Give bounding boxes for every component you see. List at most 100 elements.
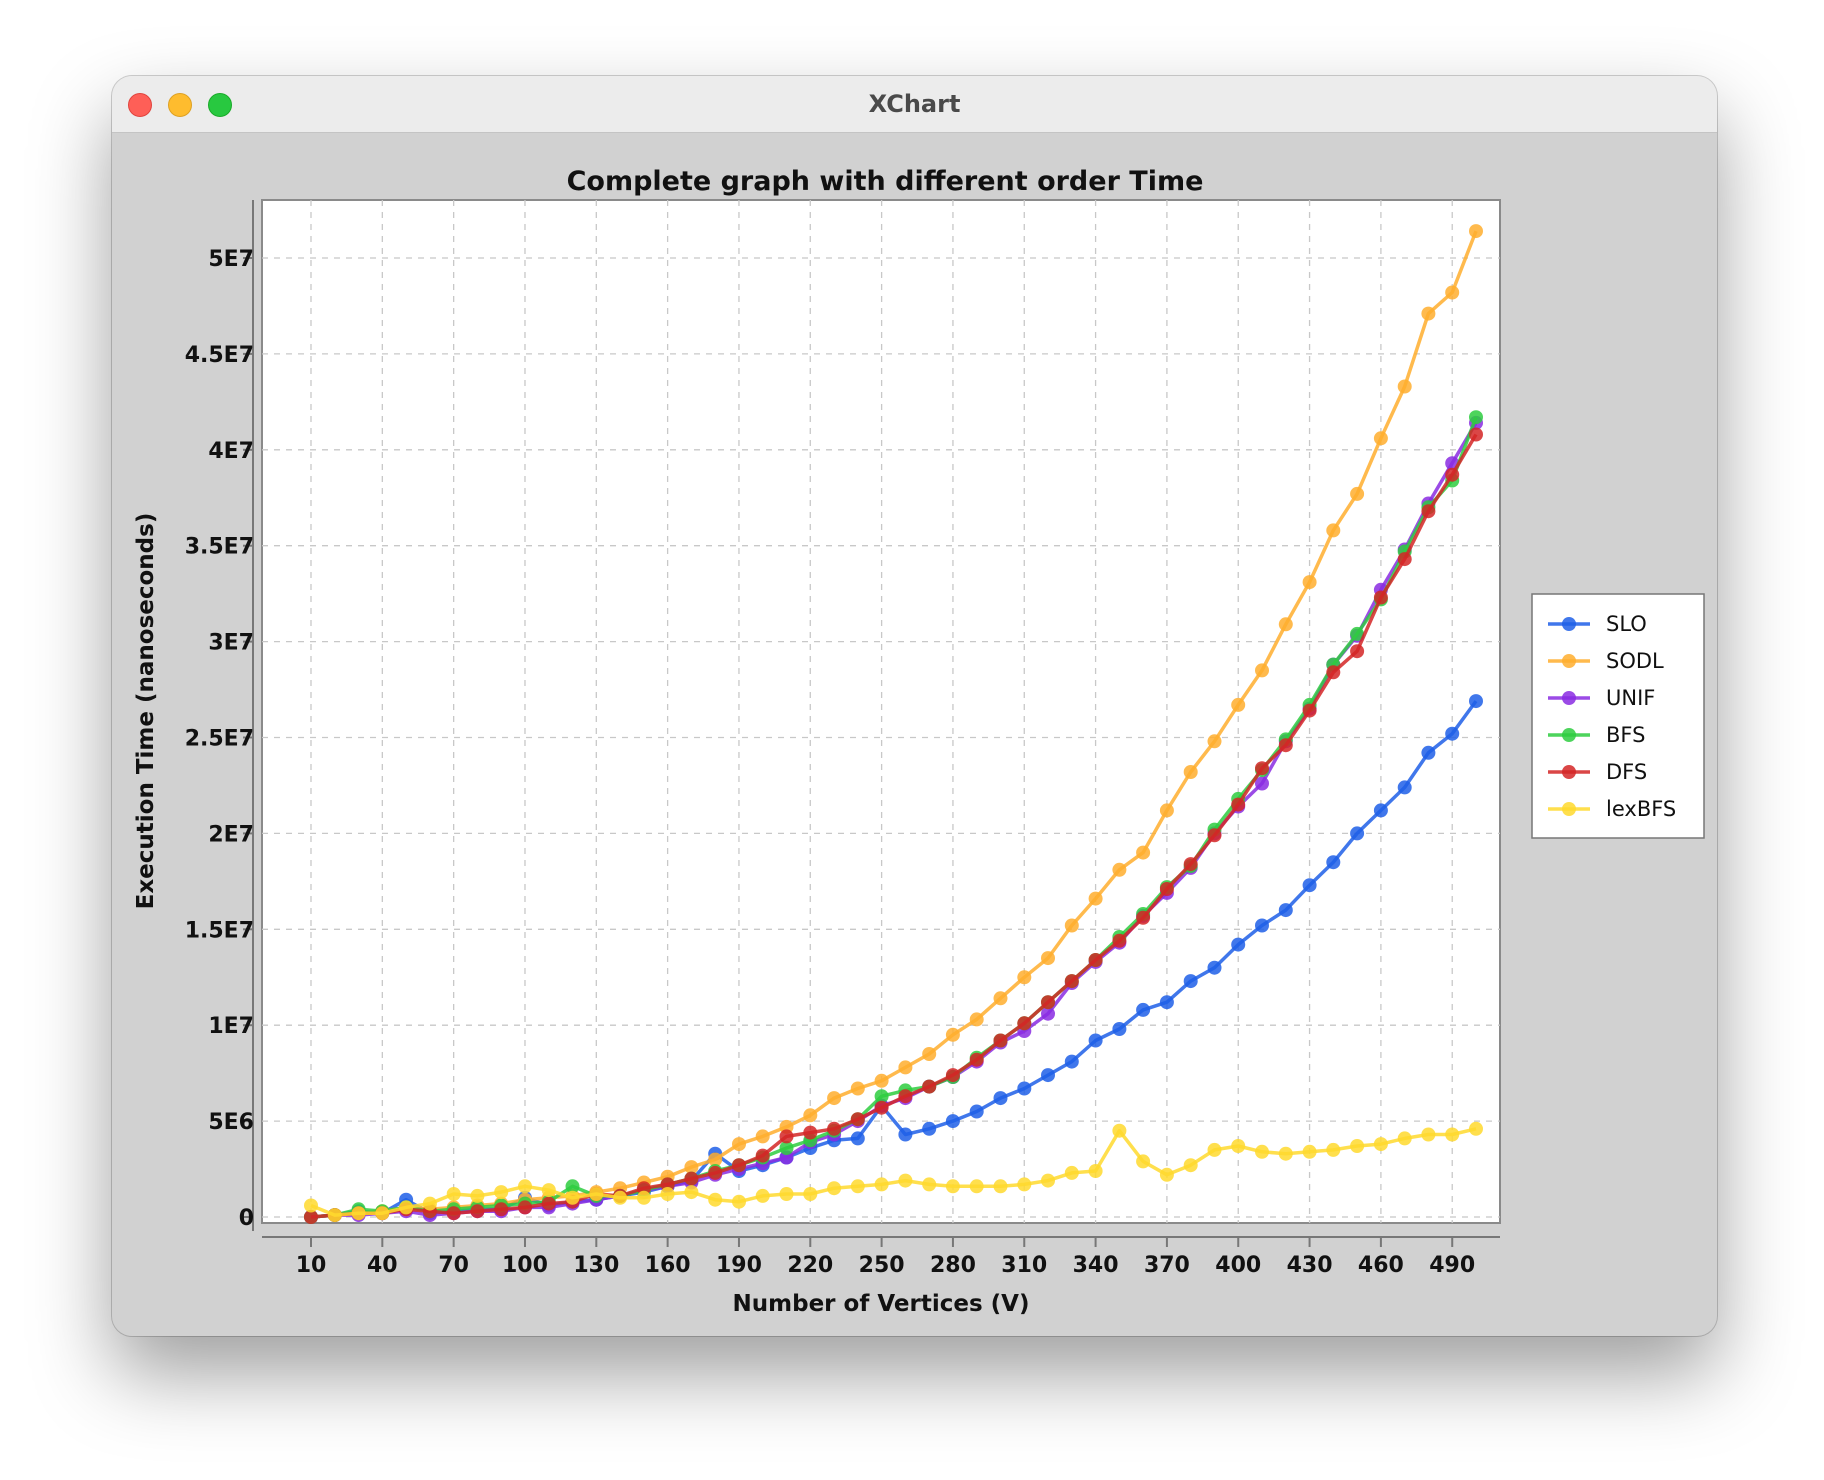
y-tick-label: 1.5E7: [185, 918, 254, 943]
data-point-dfs: [1088, 953, 1103, 967]
x-tick-label: 280: [930, 1253, 976, 1278]
data-point-lexbfs: [589, 1187, 604, 1201]
zoom-window-button[interactable]: [208, 93, 232, 117]
data-point-lexbfs: [732, 1194, 746, 1209]
data-point-dfs: [1397, 552, 1412, 567]
data-point-dfs: [1231, 797, 1246, 812]
data-point-dfs: [684, 1171, 699, 1186]
legend-item-lexbfs: lexBFS: [1548, 797, 1676, 821]
data-point-sodl: [969, 1012, 984, 1027]
data-point-dfs: [850, 1112, 865, 1127]
data-point-slo: [1255, 918, 1269, 933]
legend-marker-lexbfs: [1562, 802, 1576, 816]
data-point-sodl: [1183, 765, 1198, 779]
data-point-dfs: [1373, 590, 1388, 605]
data-point-bfs: [1469, 410, 1483, 425]
data-point-slo: [969, 1104, 984, 1119]
y-tick-label: 0: [239, 1206, 254, 1231]
legend-item-dfs: DFS: [1548, 760, 1647, 784]
data-point-sodl: [1255, 663, 1269, 678]
data-point-dfs: [1302, 703, 1317, 718]
data-point-dfs: [1445, 467, 1460, 482]
data-point-lexbfs: [945, 1179, 960, 1194]
data-point-dfs: [541, 1196, 556, 1211]
data-point-lexbfs: [803, 1187, 818, 1201]
data-point-unif: [1041, 1006, 1055, 1021]
data-point-lexbfs: [613, 1190, 628, 1205]
data-point-dfs: [945, 1068, 960, 1083]
data-point-unif: [1255, 776, 1269, 791]
data-point-dfs: [993, 1033, 1008, 1048]
legend-box: [1531, 593, 1705, 839]
data-point-sodl: [1017, 970, 1032, 985]
data-point-dfs: [827, 1121, 842, 1136]
y-tick-label: 2E7: [208, 822, 254, 847]
data-point-dfs: [1207, 828, 1222, 843]
data-point-bfs: [874, 1089, 889, 1104]
data-point-sodl: [1207, 734, 1222, 749]
data-point-lexbfs: [304, 1198, 318, 1213]
data-point-lexbfs: [1183, 1158, 1198, 1173]
x-tick-label: 40: [367, 1253, 398, 1278]
data-point-dfs: [1255, 761, 1269, 776]
data-point-sodl: [684, 1160, 699, 1175]
data-point-lexbfs: [850, 1179, 865, 1194]
data-point-slo: [1469, 694, 1483, 709]
data-point-dfs: [1326, 665, 1341, 680]
data-point-dfs: [1136, 910, 1151, 925]
title-bar[interactable]: XChart: [112, 76, 1717, 133]
data-point-lexbfs: [446, 1187, 461, 1201]
data-point-slo: [898, 1127, 913, 1142]
minimize-window-button[interactable]: [168, 93, 192, 117]
data-point-slo: [1373, 803, 1388, 818]
data-point-dfs: [1017, 1016, 1032, 1031]
data-point-lexbfs: [1064, 1165, 1079, 1180]
data-point-dfs: [1064, 974, 1079, 989]
data-point-dfs: [660, 1177, 675, 1192]
data-point-dfs: [1159, 882, 1174, 896]
x-tick-label: 460: [1358, 1253, 1404, 1278]
x-tick-label: 400: [1215, 1253, 1261, 1278]
y-tick-label: 4.5E7: [185, 343, 254, 368]
x-tick-label: 250: [859, 1253, 905, 1278]
y-tick-label: 4E7: [208, 439, 254, 464]
x-tick-label: 70: [438, 1253, 469, 1278]
data-point-lexbfs: [1373, 1137, 1388, 1152]
data-point-lexbfs: [327, 1208, 342, 1223]
close-window-button[interactable]: [128, 93, 152, 117]
data-point-sodl: [1278, 617, 1293, 632]
data-point-dfs: [1469, 427, 1483, 442]
data-point-sodl: [732, 1137, 746, 1152]
data-point-slo: [922, 1121, 937, 1136]
chart-canvas: Complete graph with different order Time…: [133, 166, 1705, 1317]
chart-title: Complete graph with different order Time: [567, 166, 1204, 197]
data-point-sodl: [827, 1091, 842, 1106]
data-point-dfs: [636, 1181, 651, 1196]
data-point-sodl: [945, 1027, 960, 1042]
data-point-dfs: [898, 1089, 913, 1104]
data-point-lexbfs: [1350, 1139, 1365, 1153]
window-title: XChart: [868, 90, 961, 118]
data-point-lexbfs: [518, 1179, 532, 1194]
legend-label-slo: SLO: [1606, 612, 1647, 636]
data-point-lexbfs: [1302, 1144, 1317, 1159]
legend-marker-dfs: [1562, 765, 1576, 779]
data-point-dfs: [779, 1129, 794, 1144]
data-point-lexbfs: [1017, 1177, 1032, 1192]
data-point-sodl: [1064, 918, 1079, 933]
legend-marker-unif: [1562, 691, 1576, 705]
legend-item-unif: UNIF: [1548, 686, 1655, 710]
data-point-slo: [1302, 878, 1317, 893]
data-point-slo: [1278, 903, 1293, 918]
data-point-lexbfs: [827, 1181, 842, 1196]
data-point-lexbfs: [922, 1177, 937, 1192]
data-point-slo: [993, 1091, 1008, 1106]
data-point-sodl: [1373, 431, 1388, 446]
data-point-sodl: [922, 1047, 937, 1061]
data-point-lexbfs: [351, 1206, 366, 1221]
legend-label-lexbfs: lexBFS: [1606, 797, 1676, 821]
data-point-sodl: [1112, 862, 1127, 877]
legend-marker-sodl: [1562, 654, 1576, 668]
x-tick-label: 190: [716, 1253, 762, 1278]
data-point-dfs: [1350, 644, 1365, 659]
